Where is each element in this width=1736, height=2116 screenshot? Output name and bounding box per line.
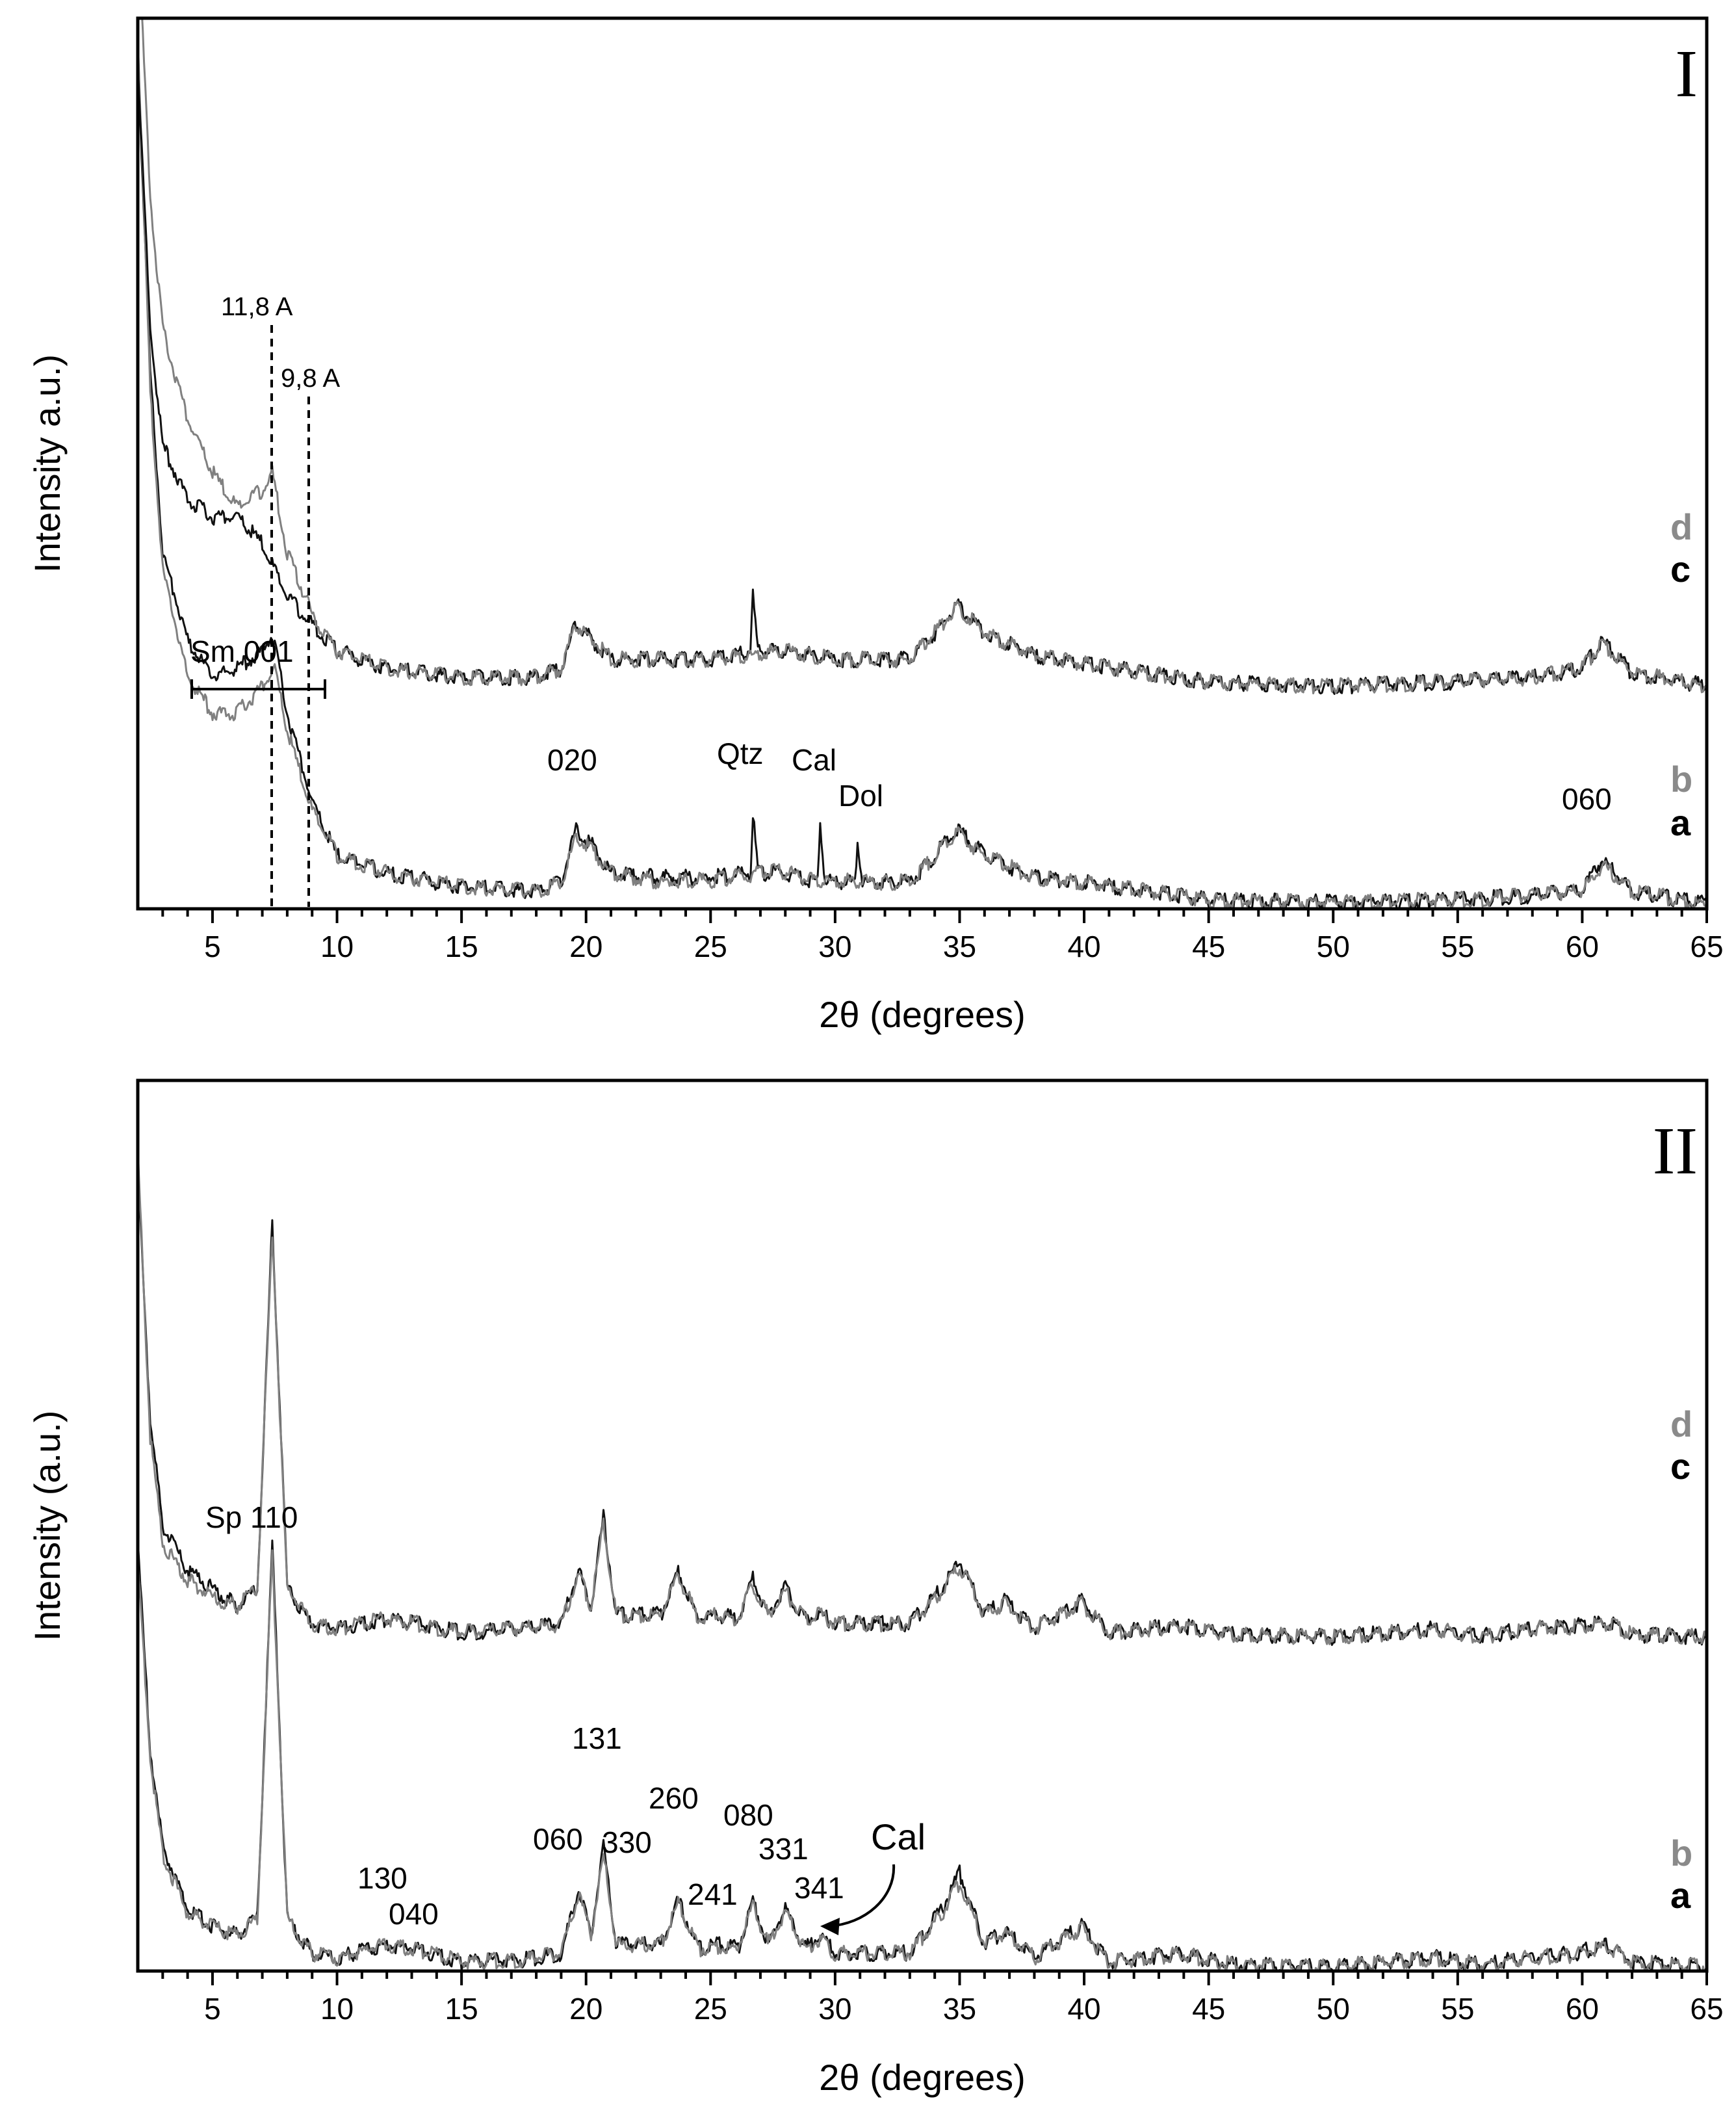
x-tick-label: 50 — [1317, 930, 1350, 963]
peak-label-cal: Cal — [792, 743, 836, 777]
panel-I: 5 10 15 20 25 30 35 40 45 50 55 60 65 I 2θ (degrees)… — [27, 16, 1724, 1035]
x-tick-label: 40 — [1067, 930, 1100, 963]
peak-label-060-b: 060 — [533, 1822, 583, 1856]
series-line-d — [138, 1147, 1707, 1645]
peak-label-341: 341 — [794, 1871, 844, 1905]
panel-I-x-axis-title: 2θ (degrees) — [819, 994, 1026, 1035]
series-line-b — [138, 1549, 1707, 1971]
x-tick-label: 10 — [320, 1992, 354, 2026]
x-tick-label: 55 — [1441, 930, 1474, 963]
curve-label-c: c — [1670, 549, 1691, 590]
peak-label-040: 040 — [389, 1897, 439, 1931]
x-tick-label: 20 — [569, 1992, 602, 2026]
x-tick-label: 25 — [694, 930, 727, 963]
x-tick-label: 60 — [1566, 930, 1599, 963]
peak-label-331: 331 — [758, 1832, 809, 1866]
panel-I-series — [138, 18, 1707, 909]
x-tick-label: 25 — [694, 1992, 727, 2026]
peak-label-dol: Dol — [838, 779, 883, 813]
x-tick-label: 40 — [1067, 1992, 1100, 2026]
panel-II-x-axis-title: 2θ (degrees) — [819, 2057, 1026, 2098]
series-line-a — [138, 58, 1707, 909]
panel-I-frame — [136, 16, 1709, 911]
curve-label-d-2: d — [1670, 1404, 1692, 1444]
series-line-c — [138, 1162, 1707, 1646]
x-tick-label: 15 — [445, 930, 478, 963]
panel-I-y-axis-title: Intensity a.u.) — [27, 354, 68, 573]
x-tick-label: 30 — [818, 1992, 851, 2026]
x-tick-label: 60 — [1566, 1992, 1599, 2026]
peak-label-330: 330 — [602, 1825, 652, 1859]
x-tick-label: 35 — [943, 930, 976, 963]
curve-label-c-2: c — [1670, 1446, 1691, 1487]
panel-II-label: II — [1653, 1114, 1698, 1188]
series-line-c — [138, 63, 1707, 695]
series-line-d — [141, 18, 1707, 695]
x-tick-label: 45 — [1192, 930, 1225, 963]
x-tick-label: 65 — [1690, 1992, 1723, 2026]
peak-label-020: 020 — [547, 743, 597, 777]
x-tick-label: 5 — [204, 930, 221, 963]
x-tick-label: 50 — [1317, 1992, 1350, 2026]
peak-label-cal-b: Cal — [871, 1816, 926, 1857]
peak-label-060: 060 — [1562, 782, 1612, 816]
sm001-label: Sm 001 — [190, 634, 294, 668]
panel-II-y-axis-title: Intensity (a.u.) — [27, 1411, 68, 1641]
peak-label-130: 130 — [357, 1861, 408, 1895]
x-tick-label: 35 — [943, 1992, 976, 2026]
marker-label-9-8A: 9,8 A — [281, 364, 341, 393]
panel-I-label: I — [1675, 36, 1698, 111]
panel-II: 5 10 15 20 25 30 35 40 45 50 55 60 65 II 2θ (degrees… — [27, 1078, 1724, 2098]
x-tick-label: 20 — [569, 930, 602, 963]
panel-II-x-ticks: 5 10 15 20 25 30 35 40 45 50 55 60 65 — [161, 1971, 1724, 2026]
curve-label-a: a — [1670, 802, 1691, 843]
cal-arrow — [828, 1864, 896, 1927]
x-tick-label: 15 — [445, 1992, 478, 2026]
panel-I-x-ticks: 5 10 15 20 25 30 35 40 45 50 55 60 65 — [161, 909, 1724, 963]
cal-arrow-head — [820, 1918, 840, 1935]
x-tick-label: 45 — [1192, 1992, 1225, 2026]
x-tick-label: 10 — [320, 930, 354, 963]
peak-label-sp110: Sp 110 — [205, 1500, 298, 1534]
x-tick-label: 30 — [818, 930, 851, 963]
panel-II-frame — [136, 1078, 1709, 1973]
peak-label-241: 241 — [688, 1877, 738, 1911]
peak-label-131: 131 — [572, 1721, 622, 1755]
peak-label-260: 260 — [649, 1781, 699, 1815]
curve-label-b-2: b — [1670, 1833, 1692, 1874]
peak-label-080: 080 — [723, 1798, 773, 1832]
curve-label-a-2: a — [1670, 1875, 1691, 1916]
x-tick-label: 55 — [1441, 1992, 1474, 2026]
series-line-a — [138, 1539, 1707, 1971]
x-tick-label: 65 — [1690, 930, 1723, 963]
peak-label-qtz: Qtz — [717, 737, 764, 770]
marker-label-11-8A: 11,8 A — [221, 293, 293, 321]
x-tick-label: 5 — [204, 1992, 221, 2026]
series-line-b — [138, 39, 1707, 909]
curve-label-d: d — [1670, 506, 1692, 547]
curve-label-b: b — [1670, 759, 1692, 800]
panel-II-series — [138, 1147, 1707, 1971]
